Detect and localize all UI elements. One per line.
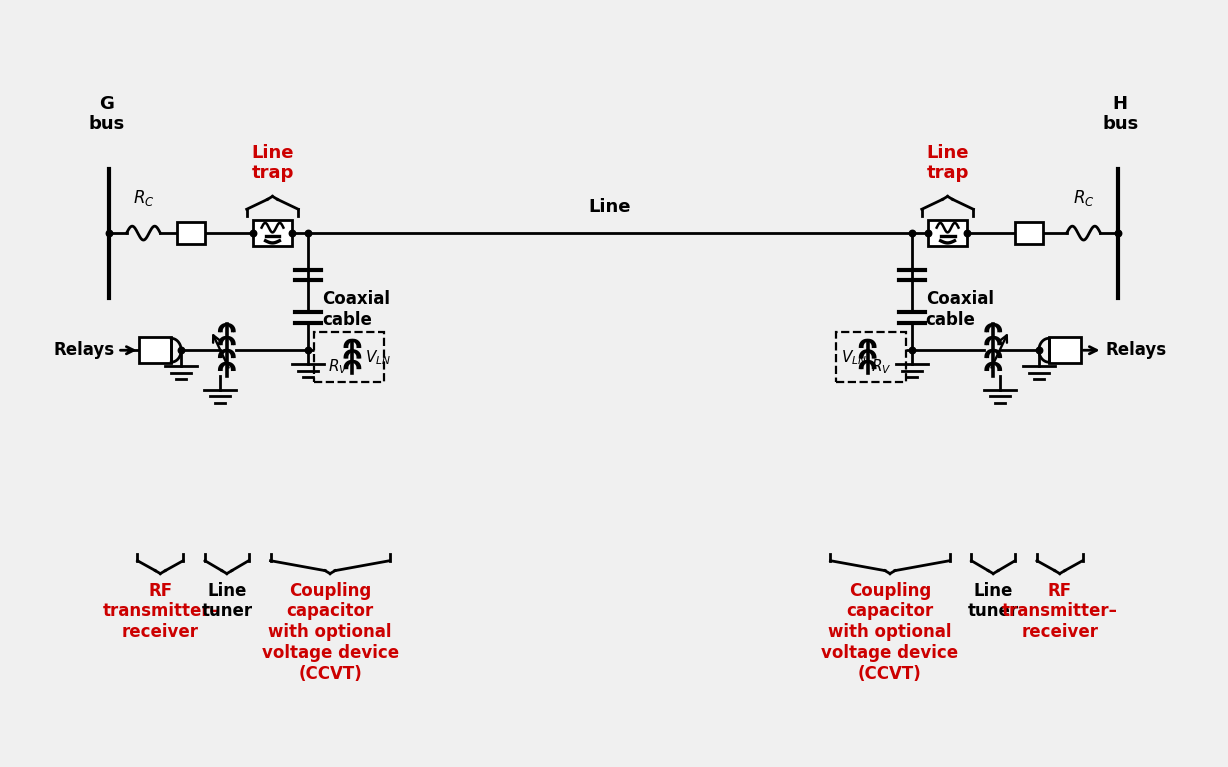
Text: Relays: Relays: [1105, 341, 1167, 359]
Text: RF
transmitter–
receiver: RF transmitter– receiver: [102, 581, 219, 641]
Bar: [253, 220, 292, 246]
Bar: [1016, 222, 1043, 244]
Text: $R_V$: $R_V$: [872, 357, 892, 376]
Text: $R_V$: $R_V$: [328, 357, 349, 376]
Text: H
bus: H bus: [1103, 94, 1138, 133]
Text: Coupling
capacitor
with optional
voltage device
(CCVT): Coupling capacitor with optional voltage…: [822, 581, 959, 683]
Text: RF
transmitter–
receiver: RF transmitter– receiver: [1002, 581, 1117, 641]
Text: Coaxial
cable: Coaxial cable: [322, 290, 391, 329]
Bar: [314, 332, 383, 382]
Text: Line
tuner: Line tuner: [968, 581, 1019, 621]
Bar: [836, 332, 906, 382]
Bar: [1049, 337, 1081, 363]
Bar: [927, 220, 968, 246]
Text: $R_C$: $R_C$: [133, 188, 155, 209]
Bar: [177, 222, 205, 244]
Text: Line: Line: [588, 198, 631, 216]
Text: G
bus: G bus: [88, 94, 125, 133]
Text: Line
trap: Line trap: [926, 143, 969, 183]
Text: Coupling
capacitor
with optional
voltage device
(CCVT): Coupling capacitor with optional voltage…: [262, 581, 399, 683]
Bar: [140, 337, 171, 363]
Text: Coaxial
cable: Coaxial cable: [926, 290, 993, 329]
Text: $V_{LN}$: $V_{LN}$: [841, 348, 867, 367]
Text: Relays: Relays: [54, 341, 114, 359]
Text: Line
tuner: Line tuner: [201, 581, 253, 621]
Text: Line
trap: Line trap: [252, 143, 293, 183]
Text: $R_C$: $R_C$: [1073, 188, 1094, 209]
Text: $V_{LN}$: $V_{LN}$: [365, 348, 392, 367]
